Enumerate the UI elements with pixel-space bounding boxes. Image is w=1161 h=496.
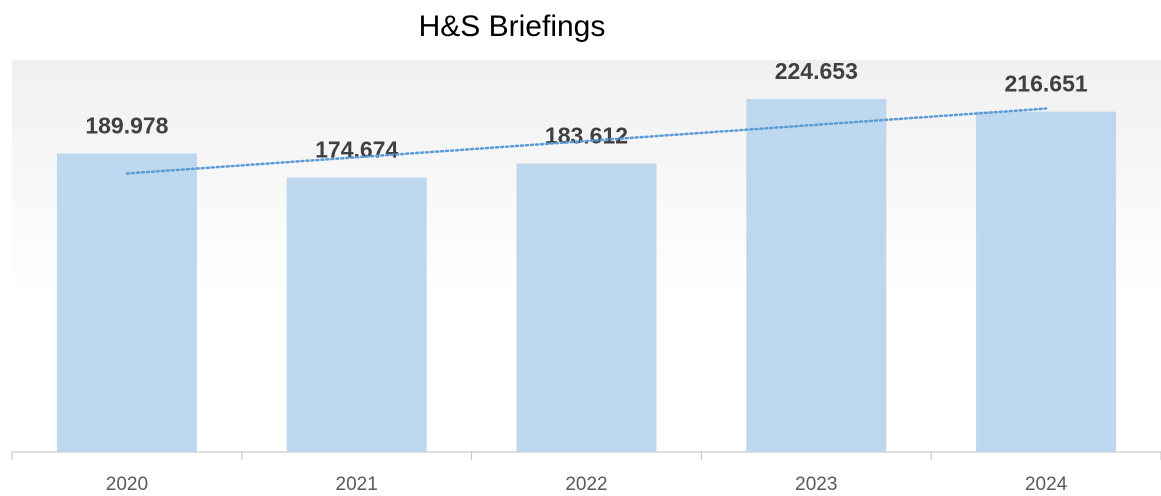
bar [286, 177, 427, 453]
x-tick-label: 2024 [1025, 474, 1068, 495]
bar [746, 99, 887, 452]
data-label: 216.651 [1005, 71, 1088, 97]
bar [56, 153, 197, 453]
data-label: 189.978 [85, 113, 168, 139]
trendline [125, 107, 1048, 175]
x-tick-label: 2021 [336, 474, 378, 495]
chart-title: H&S Briefings [419, 10, 606, 43]
x-tick-label: 2020 [106, 474, 148, 495]
data-label: 224.653 [775, 58, 858, 84]
x-tick-label: 2023 [795, 474, 837, 495]
bar [976, 111, 1117, 452]
x-tick-label: 2022 [565, 474, 607, 495]
bar [516, 163, 657, 452]
data-label: 183.612 [545, 123, 628, 149]
